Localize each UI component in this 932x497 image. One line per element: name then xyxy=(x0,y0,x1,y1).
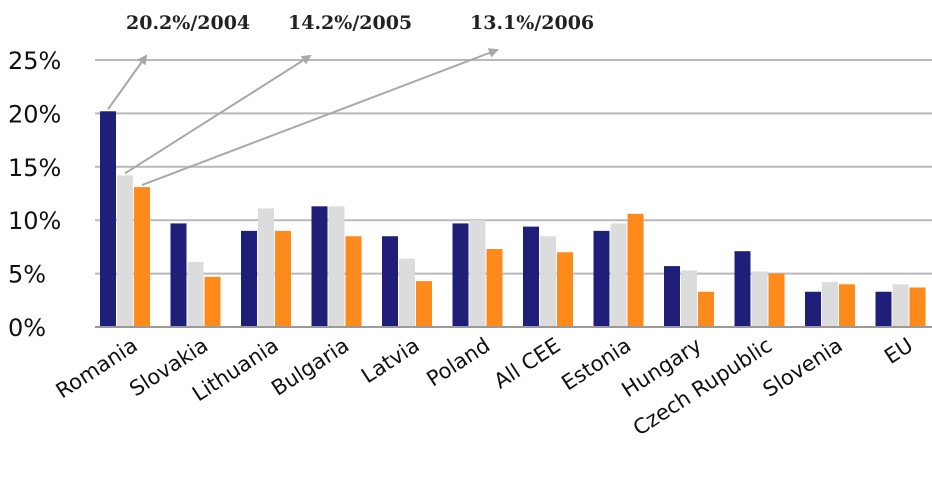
bar-2004-czech-rupublic xyxy=(734,251,751,327)
y-axis-ticks: 0% 5% 10% 15% 20% 25% xyxy=(8,47,61,342)
x-tick-label: Slovenia xyxy=(759,333,847,402)
annotation-arrow xyxy=(141,48,499,187)
bar-2005-latvia xyxy=(399,258,415,327)
bar-2004-bulgaria xyxy=(311,206,328,327)
bars xyxy=(100,111,926,327)
y-tick-label: 5% xyxy=(8,261,46,289)
bar-2004-all-cee xyxy=(523,226,539,327)
bar-2005-estonia xyxy=(610,223,627,327)
bar-2005-romania xyxy=(117,175,133,327)
bar-2006-poland xyxy=(486,249,503,327)
bar-2006-lithuania xyxy=(275,230,291,327)
bar-2005-czech-rupublic xyxy=(751,271,768,327)
grid-lines xyxy=(95,59,932,275)
x-tick-label: Romania xyxy=(52,333,142,403)
bar-2005-eu xyxy=(892,284,909,327)
annotation-label: 14.2%/2005 xyxy=(288,12,412,34)
y-tick-label: 10% xyxy=(8,207,61,235)
x-tick-label: Latvia xyxy=(357,333,424,388)
bar-2006-czech-rupublic xyxy=(768,273,785,327)
x-tick-label: EU xyxy=(880,333,917,369)
x-tick-label: All CEE xyxy=(490,333,565,393)
annotation-label: 20.2%/2004 xyxy=(126,12,250,34)
bar-2006-romania xyxy=(134,187,150,327)
annotation-arrow xyxy=(124,54,312,175)
bar-2004-slovenia xyxy=(805,291,821,327)
y-tick-label: 20% xyxy=(8,100,61,128)
bar-2004-poland xyxy=(452,223,469,327)
bar-2004-eu xyxy=(875,291,892,327)
bar-2005-all-cee xyxy=(540,236,556,327)
bar-2005-slovenia xyxy=(822,282,838,327)
bar-2006-slovenia xyxy=(839,284,855,327)
bar-2004-latvia xyxy=(382,236,398,327)
x-tick-label: Bulgaria xyxy=(267,333,353,401)
annotation-label: 13.1%/2006 xyxy=(470,12,594,34)
bar-2004-hungary xyxy=(664,266,680,327)
bar-2005-slovakia xyxy=(187,261,204,327)
bar-2005-poland xyxy=(469,220,486,327)
annotations: 20.2%/2004 14.2%/2005 13.1%/2006 xyxy=(107,12,594,187)
bar-2006-all-cee xyxy=(557,252,573,327)
bar-2006-eu xyxy=(909,287,926,327)
bar-2004-romania xyxy=(100,111,116,327)
bar-2004-slovakia xyxy=(170,223,187,327)
y-tick-label: 25% xyxy=(8,47,61,75)
annotation-arrow xyxy=(107,54,148,110)
y-tick-label: 15% xyxy=(8,154,61,182)
x-tick-label: Poland xyxy=(422,333,494,391)
bar-2005-hungary xyxy=(681,270,697,327)
bar-2006-bulgaria xyxy=(345,236,362,327)
bar-2004-estonia xyxy=(593,230,610,327)
bar-2005-bulgaria xyxy=(328,206,345,327)
bar-2005-lithuania xyxy=(258,208,274,327)
bar-2006-estonia xyxy=(627,213,644,327)
bar-2006-slovakia xyxy=(204,276,221,327)
bar-2006-hungary xyxy=(698,291,714,327)
bar-2004-lithuania xyxy=(241,230,257,327)
bar-2006-latvia xyxy=(416,281,432,327)
y-tick-label: 0% xyxy=(8,314,46,342)
